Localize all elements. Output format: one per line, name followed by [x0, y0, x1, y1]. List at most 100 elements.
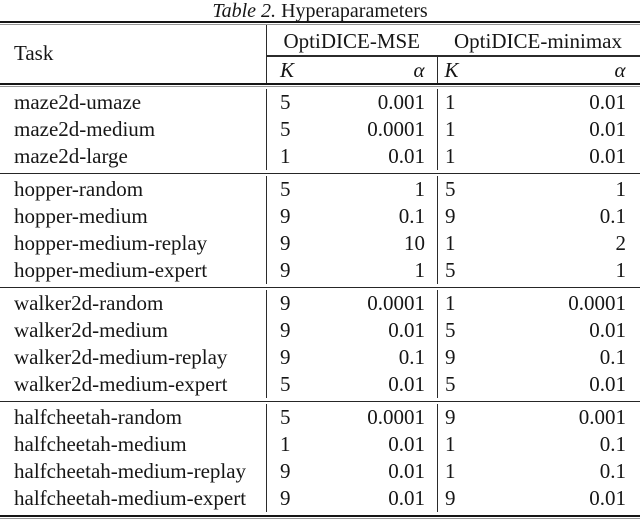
table-row: hopper-medium-expert 9 1 5 1: [0, 256, 640, 284]
task-cell: hopper-medium-expert: [14, 257, 208, 282]
task-cell: maze2d-medium: [14, 116, 156, 141]
minimax-alpha-cell: 0.01: [589, 89, 626, 114]
minimax-alpha-cell: 2: [615, 230, 627, 255]
mse-k-cell: 9: [266, 202, 336, 230]
minimax-k-cell: 1: [437, 430, 527, 458]
table-number-label: Table 2.: [212, 0, 277, 22]
task-cell: halfcheetah-medium: [14, 431, 187, 456]
mse-k-cell: 5: [266, 115, 336, 143]
minimax-alpha-cell: 1: [615, 176, 627, 201]
minimax-alpha-cell: 0.01: [589, 485, 626, 510]
minimax-k-cell: 1: [437, 229, 527, 257]
minimax-alpha-cell: 0.1: [599, 458, 626, 483]
task-cell: maze2d-large: [14, 143, 128, 168]
minimax-alpha-cell: 0.001: [578, 404, 626, 429]
task-cell: hopper-medium-replay: [14, 230, 208, 255]
task-cell: maze2d-umaze: [14, 89, 142, 114]
header-method-columns: OptiDICE-MSE OptiDICE-minimax K α K α: [266, 25, 640, 83]
minimax-alpha-cell: 1: [615, 257, 627, 282]
mse-k-cell: 9: [266, 316, 336, 344]
minimax-alpha-cell: 0.0001: [568, 290, 626, 315]
mse-alpha-cell: 0.0001: [367, 116, 425, 141]
minimax-alpha-cell: 0.1: [599, 203, 626, 228]
mse-k-cell: 9: [266, 229, 336, 257]
task-cell: halfcheetah-medium-expert: [14, 485, 247, 510]
task-cell: walker2d-random: [14, 290, 164, 315]
mse-k-cell: 9: [266, 289, 336, 317]
table-header: Task OptiDICE-MSE OptiDICE-minimax K α K…: [0, 25, 640, 83]
table-title-text: Hyperaparameters: [281, 0, 428, 22]
subcolumn-headers: K α K α: [267, 56, 640, 83]
task-cell: hopper-medium: [14, 203, 148, 228]
table-row: maze2d-medium 5 0.0001 1 0.01: [0, 115, 640, 143]
header-underline-rule: [267, 55, 640, 57]
mse-alpha-cell: 0.1: [398, 203, 425, 228]
minimax-k-cell: 5: [437, 256, 527, 284]
column-group-optidice-minimax: OptiDICE-minimax: [454, 29, 622, 53]
minimax-alpha-cell: 0.1: [599, 344, 626, 369]
mse-k-cell: 9: [266, 256, 336, 284]
top-rule: [0, 21, 640, 25]
task-cell: halfcheetah-random: [14, 404, 182, 429]
table-row: hopper-medium-replay 9 10 1 2: [0, 229, 640, 257]
mse-k-cell: 9: [266, 343, 336, 371]
method-group-names: OptiDICE-MSE OptiDICE-minimax: [267, 25, 640, 55]
minimax-k-cell: 9: [437, 202, 527, 230]
minimax-alpha-cell: 0.1: [599, 431, 626, 456]
mse-alpha-cell: 0.001: [377, 89, 425, 114]
table-row: halfcheetah-medium-replay 9 0.01 1 0.1: [0, 457, 640, 485]
task-cell: walker2d-medium-expert: [14, 371, 228, 396]
mse-alpha-cell: 0.0001: [367, 290, 425, 315]
table-row: walker2d-medium-replay 9 0.1 9 0.1: [0, 343, 640, 371]
minimax-k-cell: 9: [437, 403, 527, 431]
mse-k-cell: 9: [266, 484, 336, 512]
table-row: walker2d-medium-expert 5 0.01 5 0.01: [0, 370, 640, 398]
minimax-alpha-cell: 0.01: [589, 116, 626, 141]
minimax-k-cell: 9: [437, 484, 527, 512]
table-row: maze2d-large 1 0.01 1 0.01: [0, 142, 640, 170]
table-row: halfcheetah-medium 1 0.01 1 0.1: [0, 430, 640, 458]
minimax-k-cell: 9: [437, 343, 527, 371]
table-title: Table 2. Hyperaparameters: [0, 0, 640, 22]
column-header-task: Task: [14, 41, 54, 66]
mse-alpha-cell: 1: [414, 176, 426, 201]
table-row: halfcheetah-medium-expert 9 0.01 9 0.01: [0, 484, 640, 512]
mse-k-cell: 5: [266, 403, 336, 431]
row-group-maze2d: maze2d-umaze 5 0.001 1 0.01 maze2d-mediu…: [0, 87, 640, 174]
minimax-alpha-cell: 0.01: [589, 143, 626, 168]
column-group-optidice-mse: OptiDICE-MSE: [283, 29, 421, 53]
minimax-alpha-cell: 0.01: [589, 317, 626, 342]
bottom-rule: [0, 514, 640, 519]
mse-k-cell: 1: [266, 142, 336, 170]
column-header-mse-alpha: α: [413, 57, 425, 82]
mse-alpha-cell: 0.01: [388, 458, 425, 483]
minimax-k-cell: 1: [437, 457, 527, 485]
task-cell: walker2d-medium: [14, 317, 168, 342]
table-row: maze2d-umaze 5 0.001 1 0.01: [0, 88, 640, 116]
row-group-halfcheetah: halfcheetah-random 5 0.0001 9 0.001 half…: [0, 402, 640, 515]
mse-k-cell: 5: [266, 370, 336, 398]
minimax-k-cell: 1: [437, 289, 527, 317]
mse-k-cell: 1: [266, 430, 336, 458]
task-cell: halfcheetah-medium-replay: [14, 458, 247, 483]
mse-alpha-cell: 1: [414, 257, 426, 282]
mse-alpha-cell: 0.01: [388, 485, 425, 510]
mse-alpha-cell: 0.01: [388, 317, 425, 342]
minimax-k-cell: 5: [437, 175, 527, 203]
mse-k-cell: 9: [266, 457, 336, 485]
task-cell: hopper-random: [14, 176, 144, 201]
mse-alpha-cell: 0.1: [398, 344, 425, 369]
mse-alpha-cell: 0.01: [388, 431, 425, 456]
column-header-minimax-alpha: α: [614, 57, 626, 82]
mse-alpha-cell: 0.01: [388, 371, 425, 396]
table-row: walker2d-medium 9 0.01 5 0.01: [0, 316, 640, 344]
table-row: hopper-medium 9 0.1 9 0.1: [0, 202, 640, 230]
row-group-walker2d: walker2d-random 9 0.0001 1 0.0001 walker…: [0, 288, 640, 402]
row-group-hopper: hopper-random 5 1 5 1 hopper-medium 9 0.…: [0, 174, 640, 288]
minimax-k-cell: 1: [437, 142, 527, 170]
task-cell: walker2d-medium-replay: [14, 344, 228, 369]
header-bottom-rule: [0, 82, 640, 87]
minimax-k-cell: 5: [437, 370, 527, 398]
mse-k-cell: 5: [266, 175, 336, 203]
